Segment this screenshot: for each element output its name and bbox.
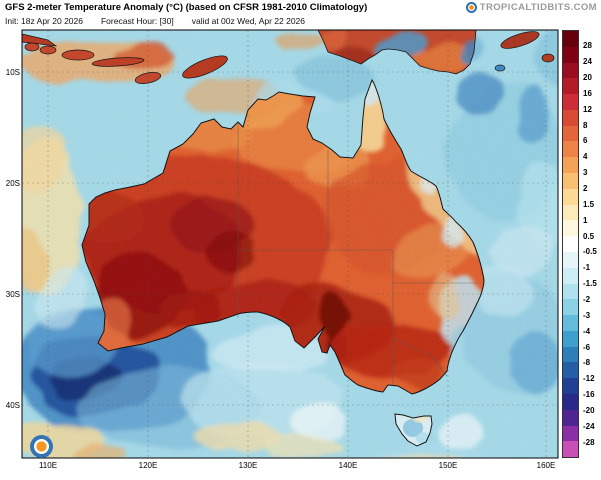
colorbar-label: -6 [583, 342, 591, 352]
colorbar-band [563, 141, 578, 158]
colorbar-band [563, 204, 578, 221]
colorbar-band [563, 236, 578, 252]
colorbar-label: 0.5 [583, 231, 595, 241]
colorbar-label: -24 [583, 421, 595, 431]
lon-tick-label: 150E [438, 461, 458, 470]
colorbar-band [563, 346, 578, 363]
colorbar-band [563, 125, 578, 142]
colorbar-label: -2 [583, 294, 591, 304]
init-time: Init: 18z Apr 20 2026 [5, 16, 83, 26]
colorbar-label: -0.5 [583, 247, 597, 257]
colorbar-label: 2 [583, 184, 588, 194]
forecast-hour: Forecast Hour: [30] [100, 16, 174, 26]
hurricane-swirl-icon [465, 2, 477, 13]
colorbar-band [563, 378, 578, 394]
brand-text: TROPICALTIDBITS.COM [479, 2, 597, 13]
colorbar-band [563, 362, 578, 379]
colorbar-band [563, 62, 578, 79]
noise-texture [22, 30, 558, 458]
colorbar-label: -4 [583, 326, 591, 336]
colorbar-band [563, 283, 578, 300]
lat-tick-label: 30S [5, 289, 20, 299]
lon-tick-label: 160E [536, 461, 556, 470]
colorbar-label: -3 [583, 310, 591, 320]
lon-tick-label: 140E [338, 461, 358, 470]
colorbar-label: 20 [583, 73, 592, 83]
colorbar-band [563, 409, 578, 426]
colorbar-label: 1 [583, 215, 588, 225]
colorbar-band [563, 188, 578, 205]
lat-tick-label: 10S [5, 67, 20, 77]
colorbar-band [563, 109, 578, 126]
colorbar-band [563, 46, 578, 63]
colorbar-band [563, 78, 578, 95]
colorbar-label: 12 [583, 104, 592, 114]
colorbar-label: 1.5 [583, 199, 595, 209]
colorbar-band [563, 330, 578, 347]
colorbar-label: -20 [583, 405, 595, 415]
brand: TROPICALTIDBITS.COM [465, 2, 597, 13]
colorbar-label: 8 [583, 120, 588, 130]
colorbar-label: -8 [583, 358, 591, 368]
colorbar-band [563, 425, 578, 442]
colorbar-band [563, 441, 578, 458]
colorbar-label: -1 [583, 263, 591, 273]
colorbar-band [563, 157, 578, 174]
watermark-hurricane-swirl-icon [30, 435, 53, 458]
run-info-bar: Init: 18z Apr 20 2026 Forecast Hour: [30… [5, 16, 305, 26]
map-title: GFS 2-meter Temperature Anomaly (°C) (ba… [5, 2, 368, 13]
colorbar-band [563, 393, 578, 410]
map-frame [21, 29, 559, 459]
colorbar-label: -12 [583, 374, 595, 384]
colorbar-band [563, 31, 578, 47]
colorbar-label: 16 [583, 88, 592, 98]
colorbar-band [563, 251, 578, 268]
colorbar-label: 6 [583, 136, 588, 146]
colorbar-band [563, 315, 578, 331]
lat-tick-label: 40S [5, 400, 20, 410]
colorbar-label: 28 [583, 41, 592, 51]
colorbar-band [563, 267, 578, 284]
valid-time: valid at 00z Wed, Apr 22 2026 [191, 16, 306, 26]
colorbar-label: 4 [583, 152, 588, 162]
lat-tick-label: 20S [5, 178, 20, 188]
lon-tick-label: 130E [238, 461, 258, 470]
colorbar-label: -28 [583, 437, 595, 447]
colorbar-label: 24 [583, 57, 592, 67]
colorbar-band [563, 299, 578, 316]
colorbar-band [563, 94, 578, 110]
colorbar-label: 3 [583, 168, 588, 178]
colorbar-label: -1.5 [583, 279, 597, 289]
colorbar-label: -16 [583, 390, 595, 400]
colorbar-band [563, 220, 578, 237]
lon-tick-label: 110E [38, 461, 58, 470]
colorbar-band [563, 173, 578, 189]
lon-tick-label: 120E [138, 461, 158, 470]
colorbar-bands [562, 30, 579, 458]
